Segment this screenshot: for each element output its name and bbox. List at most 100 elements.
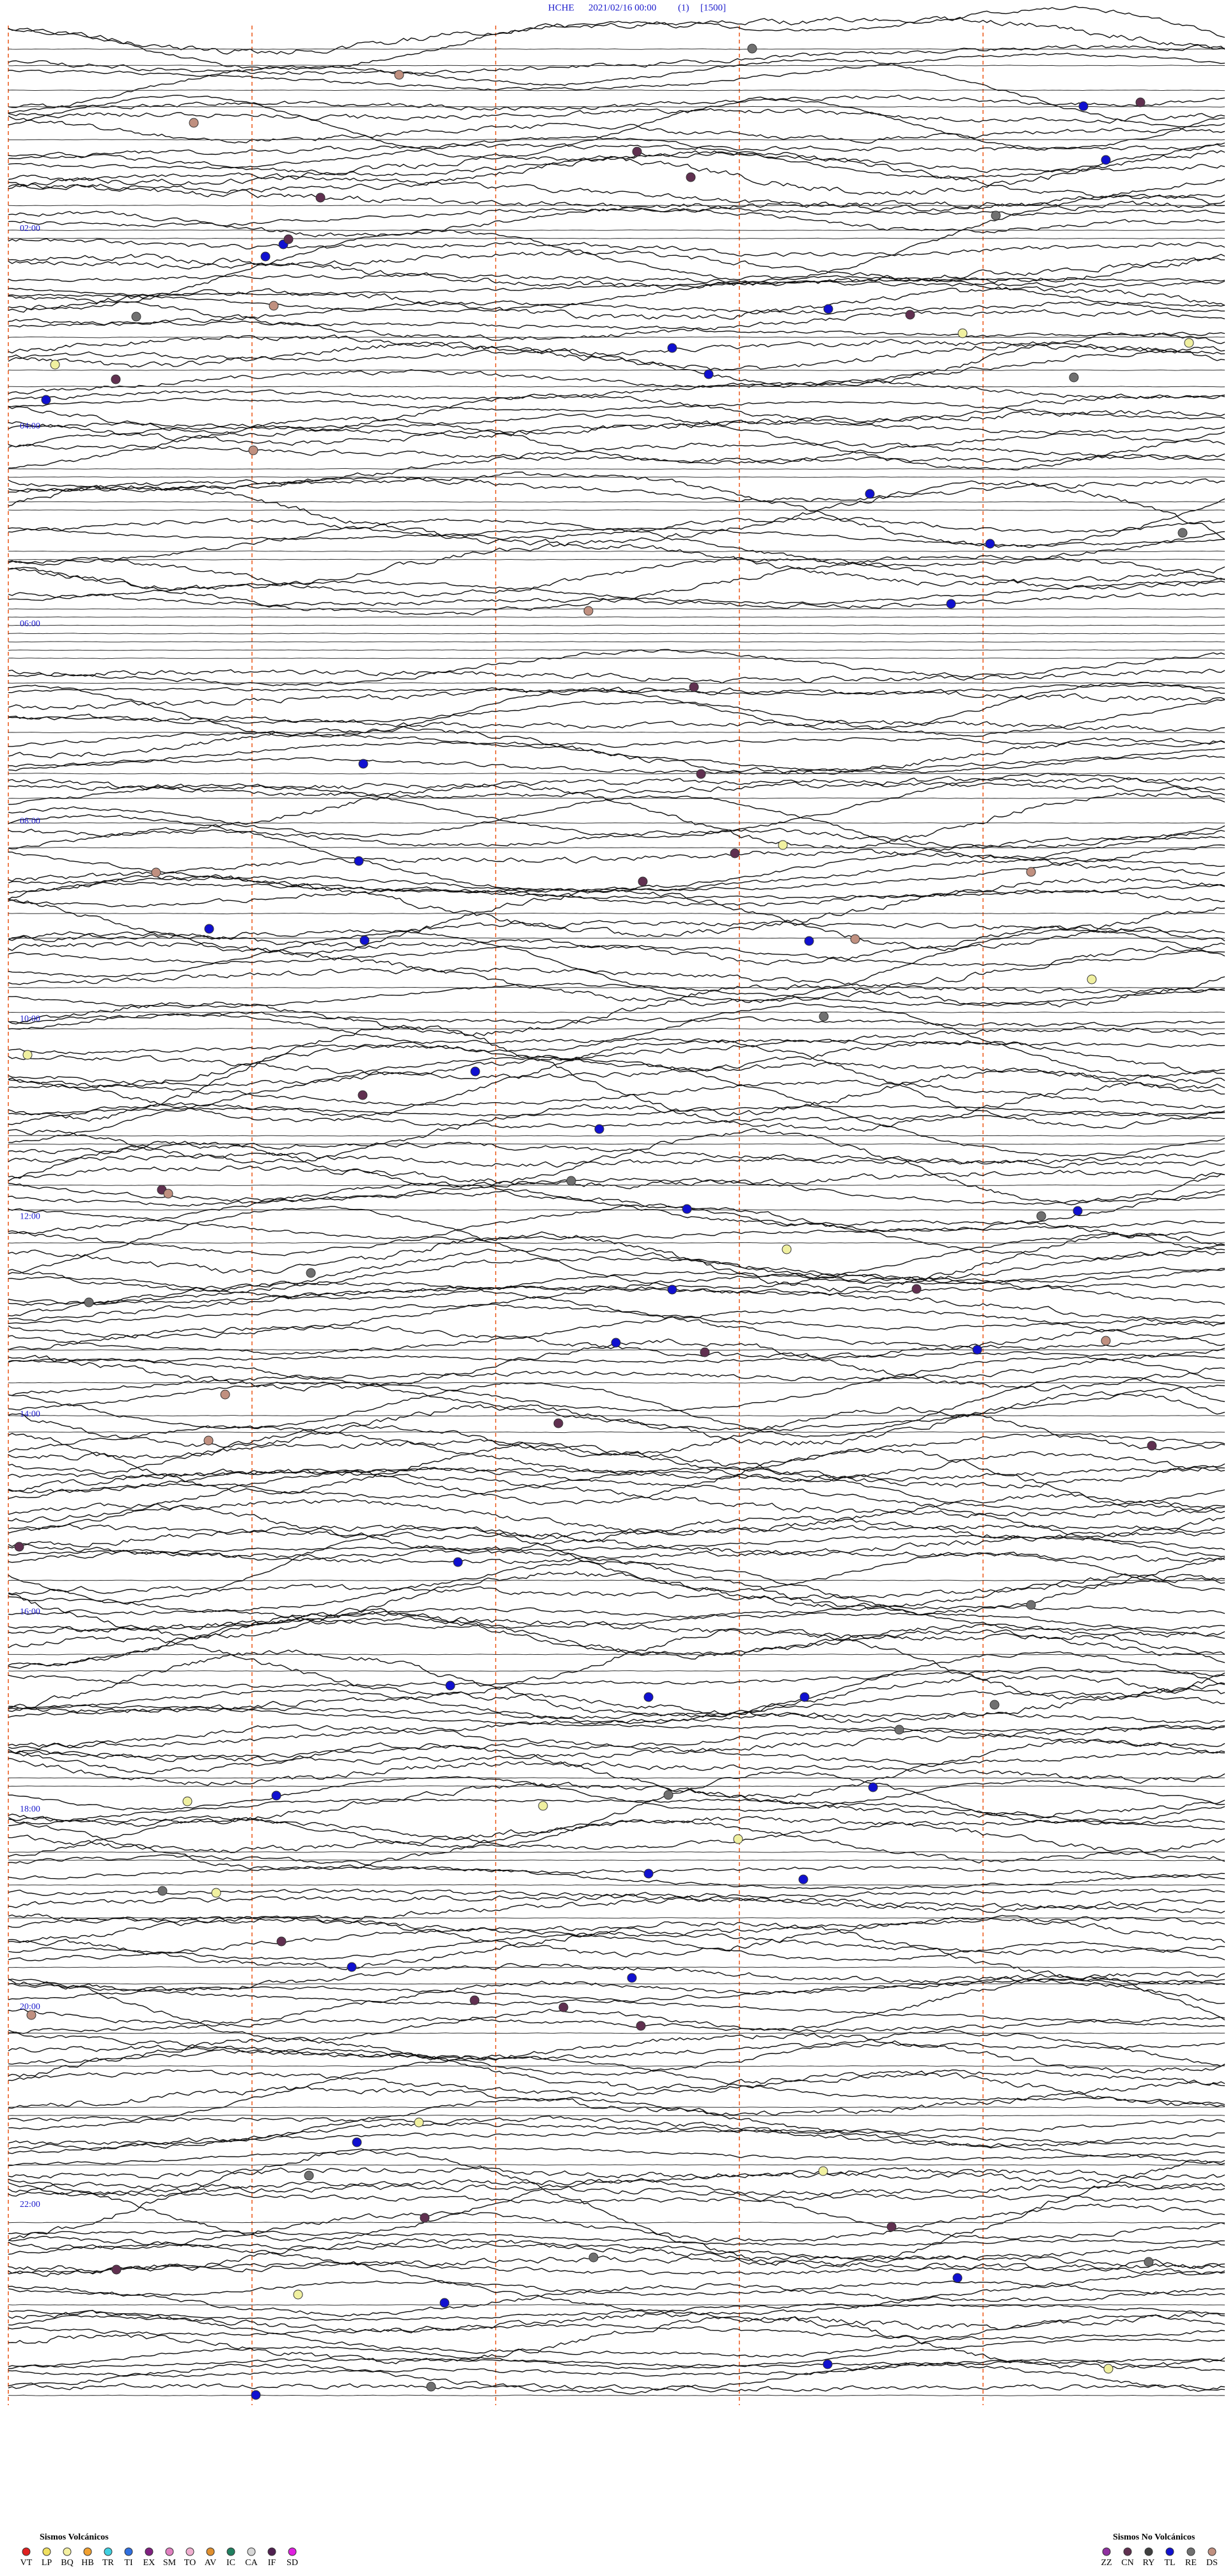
legend-dot	[267, 2547, 276, 2556]
event-marker	[778, 840, 788, 850]
trace	[8, 2360, 1225, 2378]
event-marker	[850, 934, 860, 944]
trace	[8, 1921, 1225, 1986]
legend-dot	[165, 2547, 174, 2556]
trace	[8, 1608, 1225, 1669]
trace	[8, 1206, 1225, 1289]
event-marker	[747, 43, 757, 54]
trace	[8, 1933, 1225, 1961]
trace	[8, 52, 1225, 91]
trace	[8, 1690, 1225, 1719]
event-marker	[453, 1557, 463, 1567]
trace	[8, 1606, 1225, 1639]
time-label: 02:00	[20, 224, 40, 233]
trace	[8, 1128, 1225, 1206]
trace	[8, 1055, 1225, 1084]
trace	[8, 151, 1225, 177]
trace	[8, 1391, 1225, 1448]
event-marker	[352, 2137, 362, 2147]
event-marker	[182, 1796, 193, 1806]
trace	[8, 416, 1225, 469]
event-marker	[782, 1244, 792, 1254]
legend-title: Sismos Volcánicos	[40, 2533, 109, 2542]
event-marker	[111, 374, 121, 384]
legend-code: SD	[287, 2558, 298, 2568]
event-marker	[689, 682, 699, 692]
trace	[8, 2115, 1225, 2148]
time-label: 18:00	[20, 1805, 40, 1814]
event-marker	[682, 1204, 692, 1214]
trace	[8, 942, 1225, 1007]
trace	[8, 945, 1225, 967]
event-marker	[1078, 101, 1089, 111]
event-marker	[818, 2166, 828, 2176]
trace	[8, 1038, 1225, 1055]
legend-code: AV	[205, 2558, 216, 2568]
trace	[8, 349, 1225, 395]
trace	[8, 1704, 1225, 1732]
trace	[8, 420, 1225, 435]
event-marker	[894, 1725, 904, 1735]
trace	[8, 1596, 1225, 1629]
trace	[8, 1544, 1225, 1564]
trace	[8, 150, 1225, 200]
trace	[8, 413, 1225, 471]
trace	[8, 558, 1225, 560]
trace	[8, 1739, 1225, 1799]
trace	[8, 334, 1225, 356]
trace	[8, 95, 1225, 160]
event-marker	[354, 856, 364, 866]
trace	[8, 912, 1225, 915]
trace	[8, 65, 1225, 67]
legend-title: Sismos No Volcánicos	[1113, 2533, 1195, 2542]
events	[14, 43, 1194, 2400]
event-marker	[886, 2222, 897, 2232]
event-marker	[799, 1692, 810, 1702]
trace	[8, 592, 1225, 609]
trace	[8, 1915, 1225, 1938]
trace	[8, 253, 1225, 290]
event-marker	[22, 1050, 33, 1060]
trace	[8, 649, 1225, 651]
trace	[8, 386, 1225, 388]
trace	[8, 1407, 1225, 1475]
trace	[8, 1002, 1225, 1078]
trace	[8, 1040, 1225, 1129]
event-marker	[594, 1124, 604, 1134]
trace	[8, 2146, 1225, 2167]
trace	[8, 1231, 1225, 1293]
event-marker	[553, 1418, 563, 1428]
trace	[8, 983, 1225, 1009]
trace	[8, 1256, 1225, 1304]
trace	[8, 828, 1225, 849]
event-marker	[566, 1176, 576, 1186]
trace	[8, 107, 1225, 124]
trace	[8, 1357, 1225, 1432]
trace	[8, 1895, 1225, 1924]
event-marker	[131, 312, 141, 322]
trace	[8, 150, 1225, 196]
trace	[8, 2016, 1225, 2034]
event-marker	[952, 2273, 963, 2283]
event-marker	[696, 769, 706, 779]
event-marker	[538, 1801, 548, 1811]
legend-dot	[1144, 2547, 1153, 2556]
event-marker	[627, 1973, 637, 1983]
legend-dot	[1208, 2547, 1216, 2556]
trace	[8, 1654, 1225, 1655]
trace	[8, 1448, 1225, 1512]
legend-dot	[124, 2547, 133, 2556]
trace	[8, 2324, 1225, 2340]
trace	[8, 2314, 1225, 2358]
event-marker	[704, 369, 714, 379]
trace	[8, 1375, 1225, 1438]
event-marker	[204, 924, 214, 934]
event-marker	[420, 2213, 430, 2223]
trace	[8, 2166, 1225, 2181]
legend-dot	[145, 2547, 154, 2556]
event-marker	[1073, 1206, 1083, 1216]
trace	[8, 920, 1225, 942]
trace	[8, 336, 1225, 338]
trace	[8, 1303, 1225, 1331]
trace	[8, 624, 1225, 626]
